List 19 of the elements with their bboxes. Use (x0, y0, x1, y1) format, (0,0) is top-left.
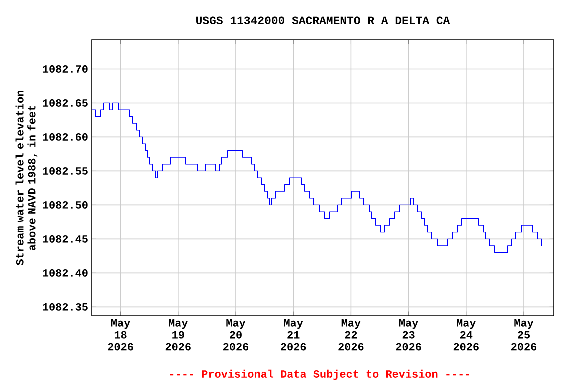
x-tick-label: May 20 2026 (224, 320, 249, 351)
y-tick-label: 1082.40 (43, 269, 88, 277)
x-tick-label: May 23 2026 (396, 320, 422, 351)
x-tick-label: May 24 2026 (454, 320, 479, 351)
text: ---- Provisional Data Subject to Revision ---- (170, 370, 470, 380)
x-tick-label: May 25 2026 (512, 320, 537, 351)
y-tick-label: 1082.50 (43, 201, 88, 209)
x-tick-label: May 21 2026 (281, 320, 306, 351)
y-tick-label: 1082.35 (43, 303, 88, 311)
y-tick-label: 1082.55 (43, 167, 88, 175)
y-tick-label: 1082.45 (43, 235, 88, 243)
y-tick-label: 1082.60 (43, 133, 88, 141)
chart-title: USGS 11342000 SACRAMENTO R A DELTA CA (196, 16, 450, 24)
y-tick-label: 1082.70 (43, 66, 88, 73)
x-tick-label: May 22 2026 (338, 320, 364, 351)
x-tick-label: May 18 2026 (108, 320, 134, 351)
x-tick-label: May 19 2026 (166, 320, 191, 351)
y-tick-label: 1082.65 (43, 100, 88, 107)
y-axis-title: Stream water level elevation above NAVD 1988, in feet (16, 91, 38, 266)
